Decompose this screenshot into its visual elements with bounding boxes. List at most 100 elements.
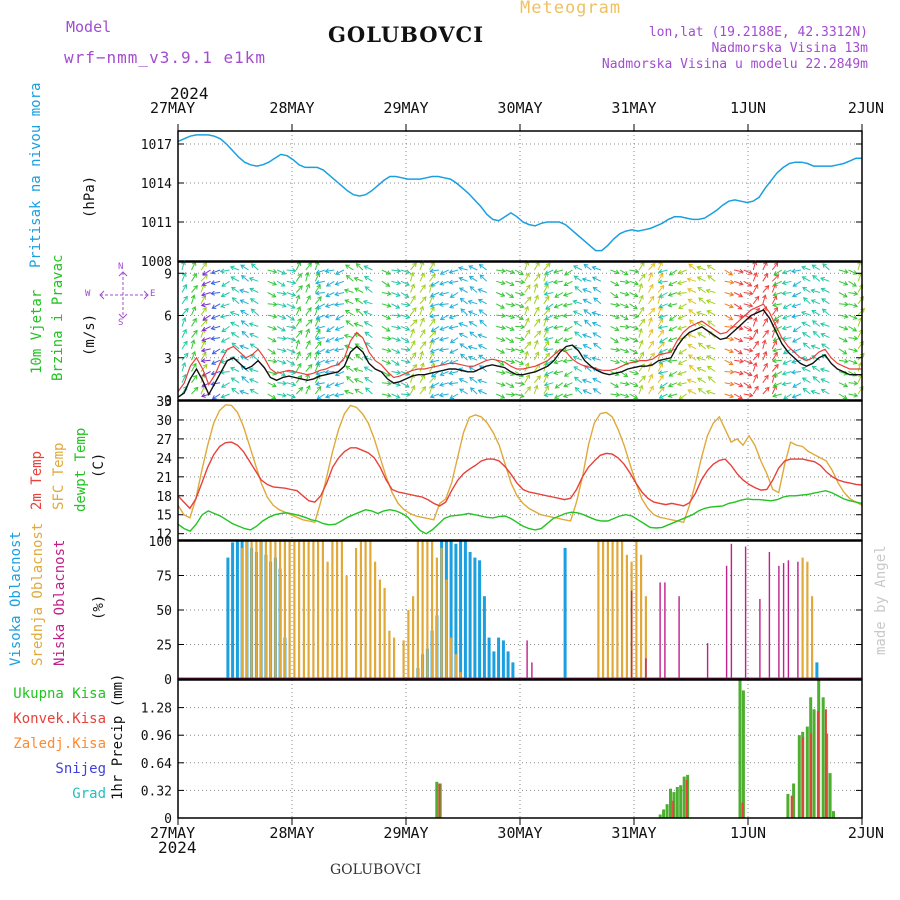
wind-arrow-head [396,325,402,330]
wind-arrow-head [697,377,702,382]
wind-arrow [400,292,409,298]
wind-arrow-head [281,303,287,308]
wind-arrow-head [633,349,639,354]
wind-arrow [592,312,602,316]
wind-arrow [460,298,468,305]
wind-arrow-head [667,302,673,308]
wind-arrow [563,337,573,342]
wind-arrow-head [346,375,351,381]
wind-arrow-head [819,367,825,373]
wind-arrow [363,311,373,316]
wind-arrow-head [240,274,246,280]
wind-arrow-head [363,321,369,326]
precip-total-bar [821,697,825,819]
wind-arrow-head [272,268,278,274]
wind-arrow [555,337,564,343]
wind-arrow [479,274,488,282]
wind-arrow-head [191,350,196,356]
cloud-mid-bar [331,541,334,679]
wind-arrow [514,269,524,275]
wind-arrow [277,303,287,307]
wind-arrow-head [591,356,597,362]
wind-arrow [410,329,415,338]
wind-arrow-head [852,315,858,320]
wind-arrow-head [395,292,401,297]
wind-arrow-head [344,299,350,304]
wind-arrow-head [410,283,416,289]
wind-arrow [582,278,592,282]
wind-arrow-head [582,288,588,293]
wind-arrow [848,359,858,364]
wind-arrow-head [782,360,788,365]
wind-arrow [677,382,687,386]
wind-arrow [496,314,506,317]
wind-arrow-head [763,362,768,368]
wind-arrow-head [439,371,445,377]
wind-arrow-head [202,306,207,312]
wind-arrow [783,303,792,309]
wind-arrow-head [563,372,569,377]
cloud-mid-bar [298,541,301,679]
wind-arrow-head [771,358,777,364]
wind-arrow [848,292,858,295]
wind-arrow [563,393,573,398]
wind-arrow-head [282,335,288,341]
wind-ytick-label: 3 [164,352,172,367]
wind-arrow [295,285,303,293]
wind-arrow-head [583,263,589,269]
wind-arrow [381,292,391,295]
wind-arrow-head [363,310,369,316]
wind-arrow [678,359,687,365]
wind-arrow [543,352,550,361]
wind-arrow [440,371,449,376]
wind-arrow [553,325,563,329]
wind-arrow [305,329,310,338]
cloud-low-bar [725,565,728,679]
wind-arrow [638,328,642,338]
wind-arrow [573,265,583,271]
wind-arrow [638,295,644,305]
wind-arrow-head [706,310,712,315]
cloud-mid-bar [426,541,429,679]
wind-arrow [629,382,638,387]
wind-arrow [533,340,538,350]
wind-arrow [524,306,529,316]
wind-arrow [459,378,468,384]
cloud-mid-bar [621,541,624,679]
wind-arrow [593,388,602,395]
wind-arrow-head [448,380,454,386]
wind-arrow-head [774,363,779,369]
wind-arrow-head [250,263,256,268]
wind-arrow-head [812,274,817,280]
wind-arrow [469,275,478,282]
wind-arrow [365,342,373,350]
wind-arrow-head [688,364,694,370]
wind-arrow-head [791,292,797,298]
wind-arrow-head [687,344,693,349]
wind-arrow-head [634,268,640,274]
wind-arrow-head [802,387,808,393]
wind-arrow-head [582,298,588,304]
wind-arrow [657,261,663,271]
wind-arrow [419,317,425,327]
wind-arrow-head [562,292,568,297]
wind-arrow-head [315,381,320,387]
wind-arrow-head [334,336,340,342]
wind-arrow [419,363,424,372]
wind-arrow-head [182,328,187,334]
wind-arrow-head [678,395,684,400]
precip-total-bar [662,809,666,818]
wind-arrow-head [553,303,559,309]
wind-arrow [648,272,653,282]
wind-arrow-head [747,270,753,275]
cloud-mid-bar [393,637,396,679]
precip-ytick-label: 0.96 [141,729,172,744]
wind-arrow-head [753,373,758,379]
wind-arrow-head [543,326,549,331]
wind-arrow-head [728,270,734,276]
wind-arrow [355,354,364,361]
wind-arrow-head [202,316,208,321]
wind-arrow-head [524,305,529,311]
wind-arrow [354,287,364,293]
wind-arrow [553,371,563,374]
